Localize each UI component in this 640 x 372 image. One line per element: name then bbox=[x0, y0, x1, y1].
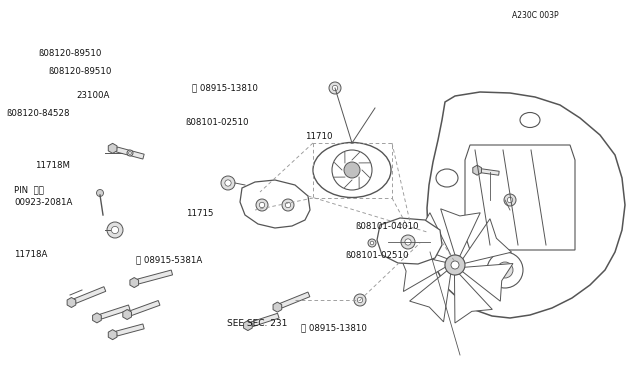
Text: ß08101-04010: ß08101-04010 bbox=[355, 222, 419, 231]
Circle shape bbox=[487, 252, 523, 288]
Text: ß08120-89510: ß08120-89510 bbox=[48, 67, 111, 76]
Polygon shape bbox=[244, 321, 252, 331]
Circle shape bbox=[332, 85, 338, 91]
Text: Ⓜ 08915-13810: Ⓜ 08915-13810 bbox=[301, 323, 367, 332]
Polygon shape bbox=[377, 218, 442, 264]
Circle shape bbox=[259, 202, 265, 208]
Polygon shape bbox=[130, 301, 160, 315]
Circle shape bbox=[329, 82, 341, 94]
Circle shape bbox=[111, 227, 118, 234]
Polygon shape bbox=[108, 330, 117, 340]
Polygon shape bbox=[240, 180, 310, 228]
Circle shape bbox=[508, 197, 513, 203]
Circle shape bbox=[401, 235, 415, 249]
Polygon shape bbox=[116, 324, 144, 336]
Circle shape bbox=[497, 262, 513, 278]
Ellipse shape bbox=[313, 142, 391, 198]
Polygon shape bbox=[116, 147, 144, 159]
Ellipse shape bbox=[520, 112, 540, 128]
Circle shape bbox=[127, 150, 133, 156]
Polygon shape bbox=[441, 209, 480, 256]
Circle shape bbox=[344, 162, 360, 178]
Polygon shape bbox=[427, 92, 625, 318]
Circle shape bbox=[445, 255, 465, 275]
Polygon shape bbox=[481, 169, 499, 175]
Text: 11718M: 11718M bbox=[35, 161, 70, 170]
Text: 11718A: 11718A bbox=[14, 250, 47, 259]
Polygon shape bbox=[280, 292, 310, 308]
Circle shape bbox=[354, 294, 366, 306]
Text: ß08120-84528: ß08120-84528 bbox=[6, 109, 70, 118]
Polygon shape bbox=[273, 302, 282, 312]
Polygon shape bbox=[130, 278, 139, 288]
Polygon shape bbox=[93, 313, 101, 323]
Ellipse shape bbox=[436, 169, 458, 187]
Circle shape bbox=[332, 150, 372, 190]
Text: ß08101-02510: ß08101-02510 bbox=[346, 251, 409, 260]
Text: 11715: 11715 bbox=[186, 209, 213, 218]
Circle shape bbox=[357, 297, 363, 303]
Polygon shape bbox=[100, 305, 130, 319]
Polygon shape bbox=[463, 219, 511, 263]
Polygon shape bbox=[74, 287, 106, 303]
Polygon shape bbox=[123, 310, 131, 320]
Circle shape bbox=[107, 222, 123, 238]
Circle shape bbox=[368, 239, 376, 247]
Circle shape bbox=[370, 241, 374, 245]
Polygon shape bbox=[454, 274, 492, 323]
Polygon shape bbox=[473, 165, 481, 175]
Polygon shape bbox=[138, 270, 173, 284]
Circle shape bbox=[97, 189, 104, 196]
Circle shape bbox=[221, 176, 235, 190]
Polygon shape bbox=[67, 298, 76, 308]
Circle shape bbox=[129, 152, 131, 154]
Circle shape bbox=[285, 202, 291, 208]
Circle shape bbox=[451, 261, 459, 269]
Polygon shape bbox=[251, 313, 279, 327]
Circle shape bbox=[256, 199, 268, 211]
Text: ß08120-89510: ß08120-89510 bbox=[38, 49, 102, 58]
Polygon shape bbox=[402, 213, 451, 259]
Polygon shape bbox=[410, 271, 451, 322]
Polygon shape bbox=[108, 143, 117, 153]
Circle shape bbox=[405, 239, 411, 245]
Circle shape bbox=[225, 180, 231, 186]
Text: A230C 003P: A230C 003P bbox=[512, 11, 559, 20]
Polygon shape bbox=[465, 145, 575, 250]
Text: PIN  ピン: PIN ピン bbox=[14, 185, 44, 194]
Text: Ⓜ 08915-13810: Ⓜ 08915-13810 bbox=[192, 83, 258, 92]
Text: 23100A: 23100A bbox=[77, 92, 110, 100]
Polygon shape bbox=[399, 252, 445, 292]
Circle shape bbox=[504, 194, 516, 206]
Text: ⓒ 08915-5381A: ⓒ 08915-5381A bbox=[136, 255, 203, 264]
Text: ß08101-02510: ß08101-02510 bbox=[186, 118, 249, 127]
Text: SEE SEC. 231: SEE SEC. 231 bbox=[227, 319, 287, 328]
Circle shape bbox=[282, 199, 294, 211]
Text: 11710: 11710 bbox=[305, 132, 332, 141]
Polygon shape bbox=[463, 263, 513, 301]
Text: 00923-2081A: 00923-2081A bbox=[14, 198, 72, 207]
